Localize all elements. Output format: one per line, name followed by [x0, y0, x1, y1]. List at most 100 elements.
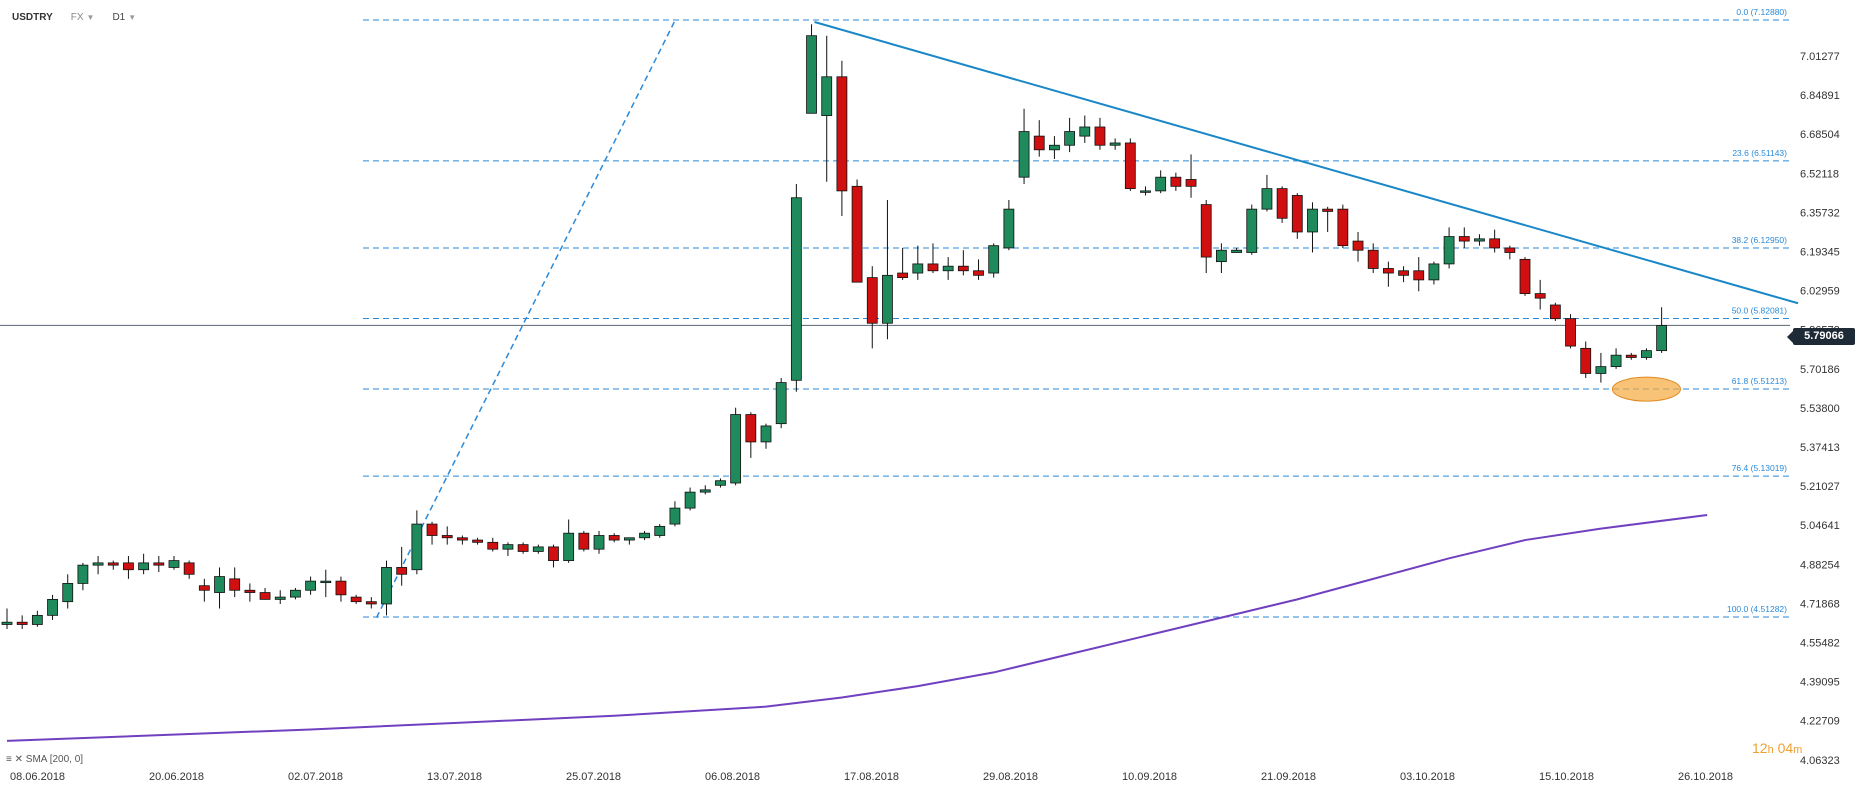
candle-body	[1079, 126, 1091, 137]
candle	[1033, 120, 1045, 157]
candle	[882, 200, 893, 340]
candle	[1458, 227, 1470, 248]
candle-body	[699, 489, 711, 493]
candle	[1140, 186, 1151, 196]
candle	[836, 60, 848, 216]
candle	[1656, 307, 1668, 353]
candle	[897, 247, 909, 280]
y-tick-label: 6.52118	[1800, 168, 1839, 180]
candle	[1064, 117, 1075, 153]
candle-body	[836, 76, 848, 192]
candle-body	[153, 562, 165, 566]
candle	[1413, 257, 1425, 292]
candle-body	[1064, 131, 1075, 146]
candle-body	[730, 414, 742, 484]
x-tick-label: 02.07.2018	[288, 771, 343, 783]
candle-body	[183, 562, 195, 575]
candle-body	[441, 535, 453, 539]
candle-body	[775, 382, 787, 425]
fib-level-label: 0.0 (7.12880)	[1736, 7, 1787, 17]
candle	[62, 574, 74, 609]
candle-body	[168, 560, 180, 568]
candle	[320, 569, 332, 598]
symbol-label[interactable]: USDTRY	[12, 12, 53, 23]
candle-body	[229, 578, 241, 591]
candle-body	[745, 414, 757, 443]
candle-body	[639, 532, 650, 539]
descending-trendline	[814, 21, 1799, 305]
fib-level-label: 50.0 (5.82081)	[1732, 306, 1787, 316]
candle-body	[1641, 350, 1652, 358]
timer-minutes-unit: m	[1793, 744, 1803, 756]
candle	[715, 478, 726, 488]
chevron-down-icon: ▼	[128, 13, 137, 22]
candle	[1443, 227, 1455, 269]
indicator-label: SMA [200, 0]	[25, 754, 84, 765]
candle	[1261, 174, 1273, 212]
market-selector[interactable]: FX ▼	[71, 12, 95, 23]
candle-body	[305, 580, 317, 591]
candle	[1170, 172, 1182, 191]
candle-body	[487, 541, 499, 550]
candle-body	[1549, 304, 1561, 320]
close-icon[interactable]: ✕	[14, 754, 24, 765]
candle	[214, 567, 225, 609]
candle	[153, 556, 165, 573]
fib-swing-line	[375, 21, 675, 618]
candle-body	[988, 245, 1000, 274]
y-tick-label: 6.84891	[1800, 90, 1840, 102]
candle-body	[1033, 135, 1045, 151]
candle	[365, 597, 377, 609]
chevron-down-icon: ▼	[86, 13, 95, 22]
candle	[1003, 200, 1015, 251]
candle	[1337, 204, 1349, 248]
candle-body	[654, 525, 666, 536]
candle-body	[62, 583, 74, 603]
candle	[381, 560, 392, 616]
candle-body	[623, 537, 635, 541]
indicator-legend[interactable]: ≡ ✕ SMA [200, 0]	[6, 754, 83, 765]
candle-body	[1155, 176, 1167, 192]
candle	[183, 560, 195, 579]
candle	[1291, 193, 1303, 239]
candle-body	[973, 270, 984, 276]
candle-body	[790, 197, 802, 381]
candle	[548, 544, 559, 568]
candle-body	[669, 507, 681, 525]
candle-body	[1200, 204, 1212, 258]
menu-icon[interactable]: ≡	[6, 754, 12, 765]
y-tick-label: 6.19345	[1800, 247, 1840, 259]
candle	[77, 562, 89, 591]
candle	[1018, 108, 1030, 185]
candle-body	[244, 589, 256, 593]
candle-body	[1140, 190, 1151, 193]
candle	[1200, 200, 1212, 274]
current-price-tag: 5.79066	[1787, 328, 1855, 345]
candle-body	[532, 546, 544, 552]
candle-body	[1595, 366, 1607, 374]
candle-body	[381, 567, 392, 605]
candle	[1625, 352, 1637, 360]
sma-200-line	[6, 513, 1708, 742]
candle-body	[821, 76, 833, 116]
candle-body	[1580, 347, 1592, 374]
candle	[396, 546, 408, 586]
candle	[244, 583, 256, 602]
timeframe-selector[interactable]: D1 ▼	[112, 12, 136, 23]
candle	[988, 243, 1000, 278]
candle	[1094, 117, 1106, 150]
fib-level-label: 76.4 (5.13019)	[1732, 463, 1787, 473]
candle	[472, 537, 483, 545]
candle-body	[1049, 144, 1060, 151]
candle	[1610, 348, 1622, 369]
candle	[1534, 279, 1546, 310]
candle	[305, 576, 317, 595]
candle-body	[1367, 249, 1379, 269]
timeframe-label: D1	[112, 12, 126, 23]
candle	[274, 590, 286, 604]
candle-body	[1291, 195, 1303, 233]
candle-body	[411, 523, 423, 571]
x-tick-label: 03.10.2018	[1400, 771, 1455, 783]
y-tick-label: 5.04641	[1800, 520, 1840, 532]
x-tick-label: 26.10.2018	[1678, 771, 1733, 783]
